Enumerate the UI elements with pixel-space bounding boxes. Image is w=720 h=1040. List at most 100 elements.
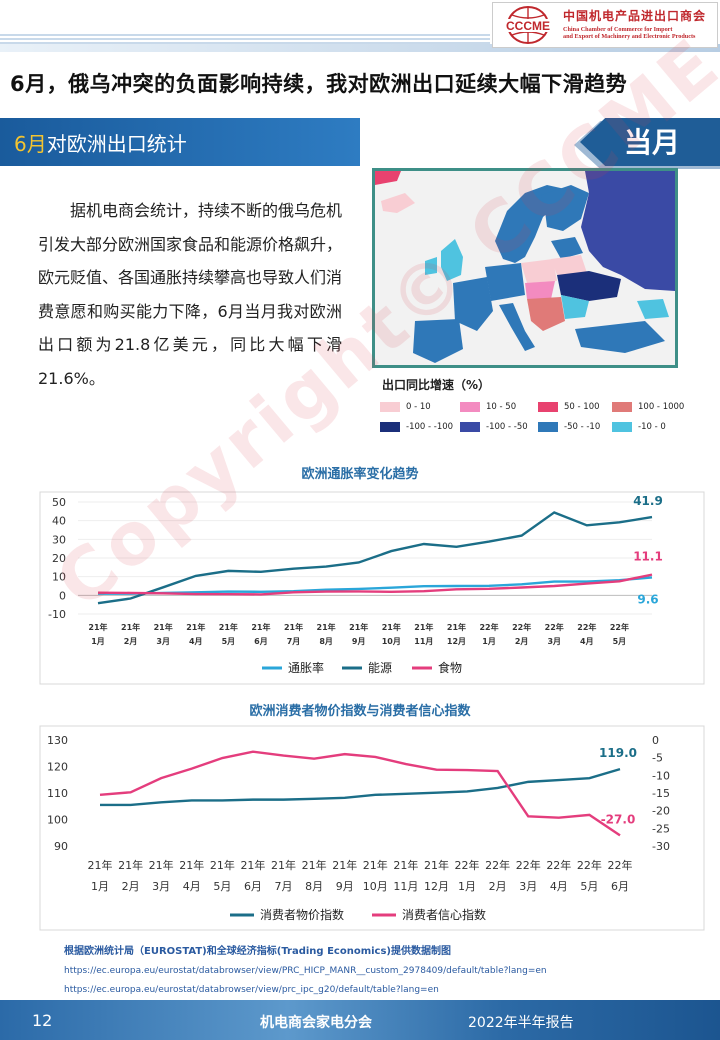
legend-item: -50 - -10 <box>538 422 600 432</box>
map-baltics <box>551 237 583 259</box>
legend-label: 50 - 100 <box>564 402 600 412</box>
chart2-xtick-year: 21年 <box>210 858 235 872</box>
chart2-xtick-year: 21年 <box>271 858 296 872</box>
chart1-xtick-month: 1月 <box>91 637 105 646</box>
chart2-xtick-month: 3月 <box>152 880 170 893</box>
map-germany <box>485 263 525 301</box>
chart1-xtick-year: 21年 <box>349 622 368 632</box>
chart1-xtick-month: 3月 <box>547 637 561 646</box>
chart2-xtick-year: 21年 <box>332 858 357 872</box>
map-greenland <box>375 171 401 185</box>
cccme-logo: CCCME 中国机电产品进出口商会 China Chamber of Comme… <box>492 2 718 48</box>
legend-swatch <box>612 402 632 412</box>
chart1-end-label-inflation: 9.6 <box>637 592 658 606</box>
section-title-text: 对欧洲出口统计 <box>46 132 187 156</box>
cpi-confidence-chart-svg: 欧洲消费者物价指数与消费者信心指数 90 100 110 120 130 0 -5 -10 -15… <box>39 703 705 931</box>
chart1-xtick-year: 21年 <box>186 622 205 632</box>
legend-item: 50 - 100 <box>538 402 600 412</box>
chart1-xtick-year: 21年 <box>121 622 140 632</box>
legend-swatch <box>612 422 632 432</box>
chart2-xtick-year: 21年 <box>393 858 418 872</box>
chart2-frame <box>39 725 705 931</box>
chart1-xtick-year: 21年 <box>219 622 238 632</box>
map-iceland <box>381 193 415 213</box>
chart1-xtick-year: 22年 <box>610 622 629 632</box>
legend-swatch <box>380 422 400 432</box>
source-note: 根据欧洲统计局（EUROSTAT)和全球经济指标(Trading Economi… <box>64 946 451 957</box>
section-title-month: 6月 <box>14 132 47 156</box>
chart2-xtick-year: 21年 <box>179 858 204 872</box>
legend-label: -50 - -10 <box>564 422 601 432</box>
legend-swatch <box>460 422 480 432</box>
chart1-xtick-year: 22年 <box>577 622 596 632</box>
chart2-xtick-month: 2月 <box>122 880 140 893</box>
map-iberia <box>413 319 463 363</box>
source-link-1[interactable]: https://ec.europa.eu/eurostat/databrowse… <box>64 966 547 976</box>
footer-report: 2022年半年报告 <box>468 1015 574 1031</box>
map-finland <box>541 185 589 231</box>
map-italy <box>499 303 535 351</box>
map-legend-title: 出口同比增速（%） <box>382 378 491 392</box>
chart2-xtick-month: 7月 <box>275 880 293 893</box>
chart1-ytick: 20 <box>52 552 66 565</box>
chart2-ytick-right: 0 <box>652 734 659 747</box>
legend-item: 0 - 10 <box>380 402 431 412</box>
body-paragraph: 据机电商会统计，持续不断的俄乌危机引发大部分欧洲国家食品和能源价格飙升，欧元贬值… <box>38 201 343 388</box>
chart2-ytick-left: 130 <box>47 734 68 747</box>
chart2-ytick-right: -30 <box>652 840 670 853</box>
map-romania <box>561 295 589 319</box>
legend-label: -100 - -50 <box>486 422 528 432</box>
chart2-xtick-month: 10月 <box>363 880 388 893</box>
map-central-europe <box>525 281 555 299</box>
chart1-ytick: 40 <box>52 515 66 528</box>
map-ukraine <box>557 271 621 301</box>
chart2-xtick-year: 21年 <box>118 858 143 872</box>
chart1-xtick-month: 12月 <box>447 637 466 646</box>
chart2-xtick-year: 21年 <box>149 858 174 872</box>
chart2-xtick-year: 22年 <box>608 858 633 872</box>
legend-swatch <box>538 402 558 412</box>
page-headline: 6月，俄乌冲突的负面影响持续，我对欧洲出口延续大幅下滑趋势 <box>10 72 628 96</box>
chart1-xtick-month: 2月 <box>515 637 529 646</box>
footer-bar <box>0 1000 720 1040</box>
legend-label: 10 - 50 <box>486 402 517 412</box>
chart1-xtick-month: 3月 <box>156 637 170 646</box>
legend-label: 0 - 10 <box>406 402 431 412</box>
chart1-xtick-year: 22年 <box>479 622 498 632</box>
legend-label: -100 - -100 <box>406 422 454 432</box>
chart1-xtick-month: 11月 <box>414 637 433 646</box>
chart1-xtick-year: 21年 <box>382 622 401 632</box>
logo-cn-name: 中国机电产品进出口商会 <box>563 9 707 24</box>
chart1-ytick: -10 <box>48 608 66 621</box>
map-france <box>453 277 493 331</box>
chart1-series-1 <box>97 511 653 605</box>
map-poland <box>521 259 557 283</box>
chart1-xtick-year: 21年 <box>317 622 336 632</box>
chart1-legend-label: 通胀率 <box>288 660 324 675</box>
chart2-xtick-year: 21年 <box>240 858 265 872</box>
period-tag-label: 当月 <box>624 126 681 159</box>
map-uk <box>441 239 463 281</box>
chart2-ytick-right: -20 <box>652 805 670 818</box>
chart1-ytick: 10 <box>52 571 66 584</box>
chart2-ytick-right: -25 <box>652 822 670 835</box>
header-gradient-strip <box>0 44 720 52</box>
chart2-xtick-month: 6月 <box>244 880 262 893</box>
chart2-xtick-month: 5月 <box>213 880 231 893</box>
chart2-ytick-right: -5 <box>652 752 663 765</box>
legend-label: 100 - 1000 <box>638 402 685 412</box>
chart2-xtick-month: 9月 <box>336 880 354 893</box>
chart2-xtick-month: 12月 <box>424 880 449 893</box>
chart1-xtick-year: 21年 <box>447 622 466 632</box>
chart1-end-label-energy: 41.9 <box>633 494 663 508</box>
chart1-xtick-year: 21年 <box>284 622 303 632</box>
map-russia <box>581 171 675 291</box>
chart2-ytick-left: 90 <box>54 840 68 853</box>
chart1-xtick-year: 21年 <box>251 622 270 632</box>
chart1-legend-label: 能源 <box>368 661 392 675</box>
chart2-xtick-month: 1月 <box>458 880 476 893</box>
chart2-legend-label: 消费者信心指数 <box>402 907 486 922</box>
map-balkans <box>527 297 565 331</box>
source-link-2[interactable]: https://ec.europa.eu/eurostat/databrowse… <box>64 985 439 995</box>
chart1-xtick-month: 8月 <box>319 637 333 646</box>
